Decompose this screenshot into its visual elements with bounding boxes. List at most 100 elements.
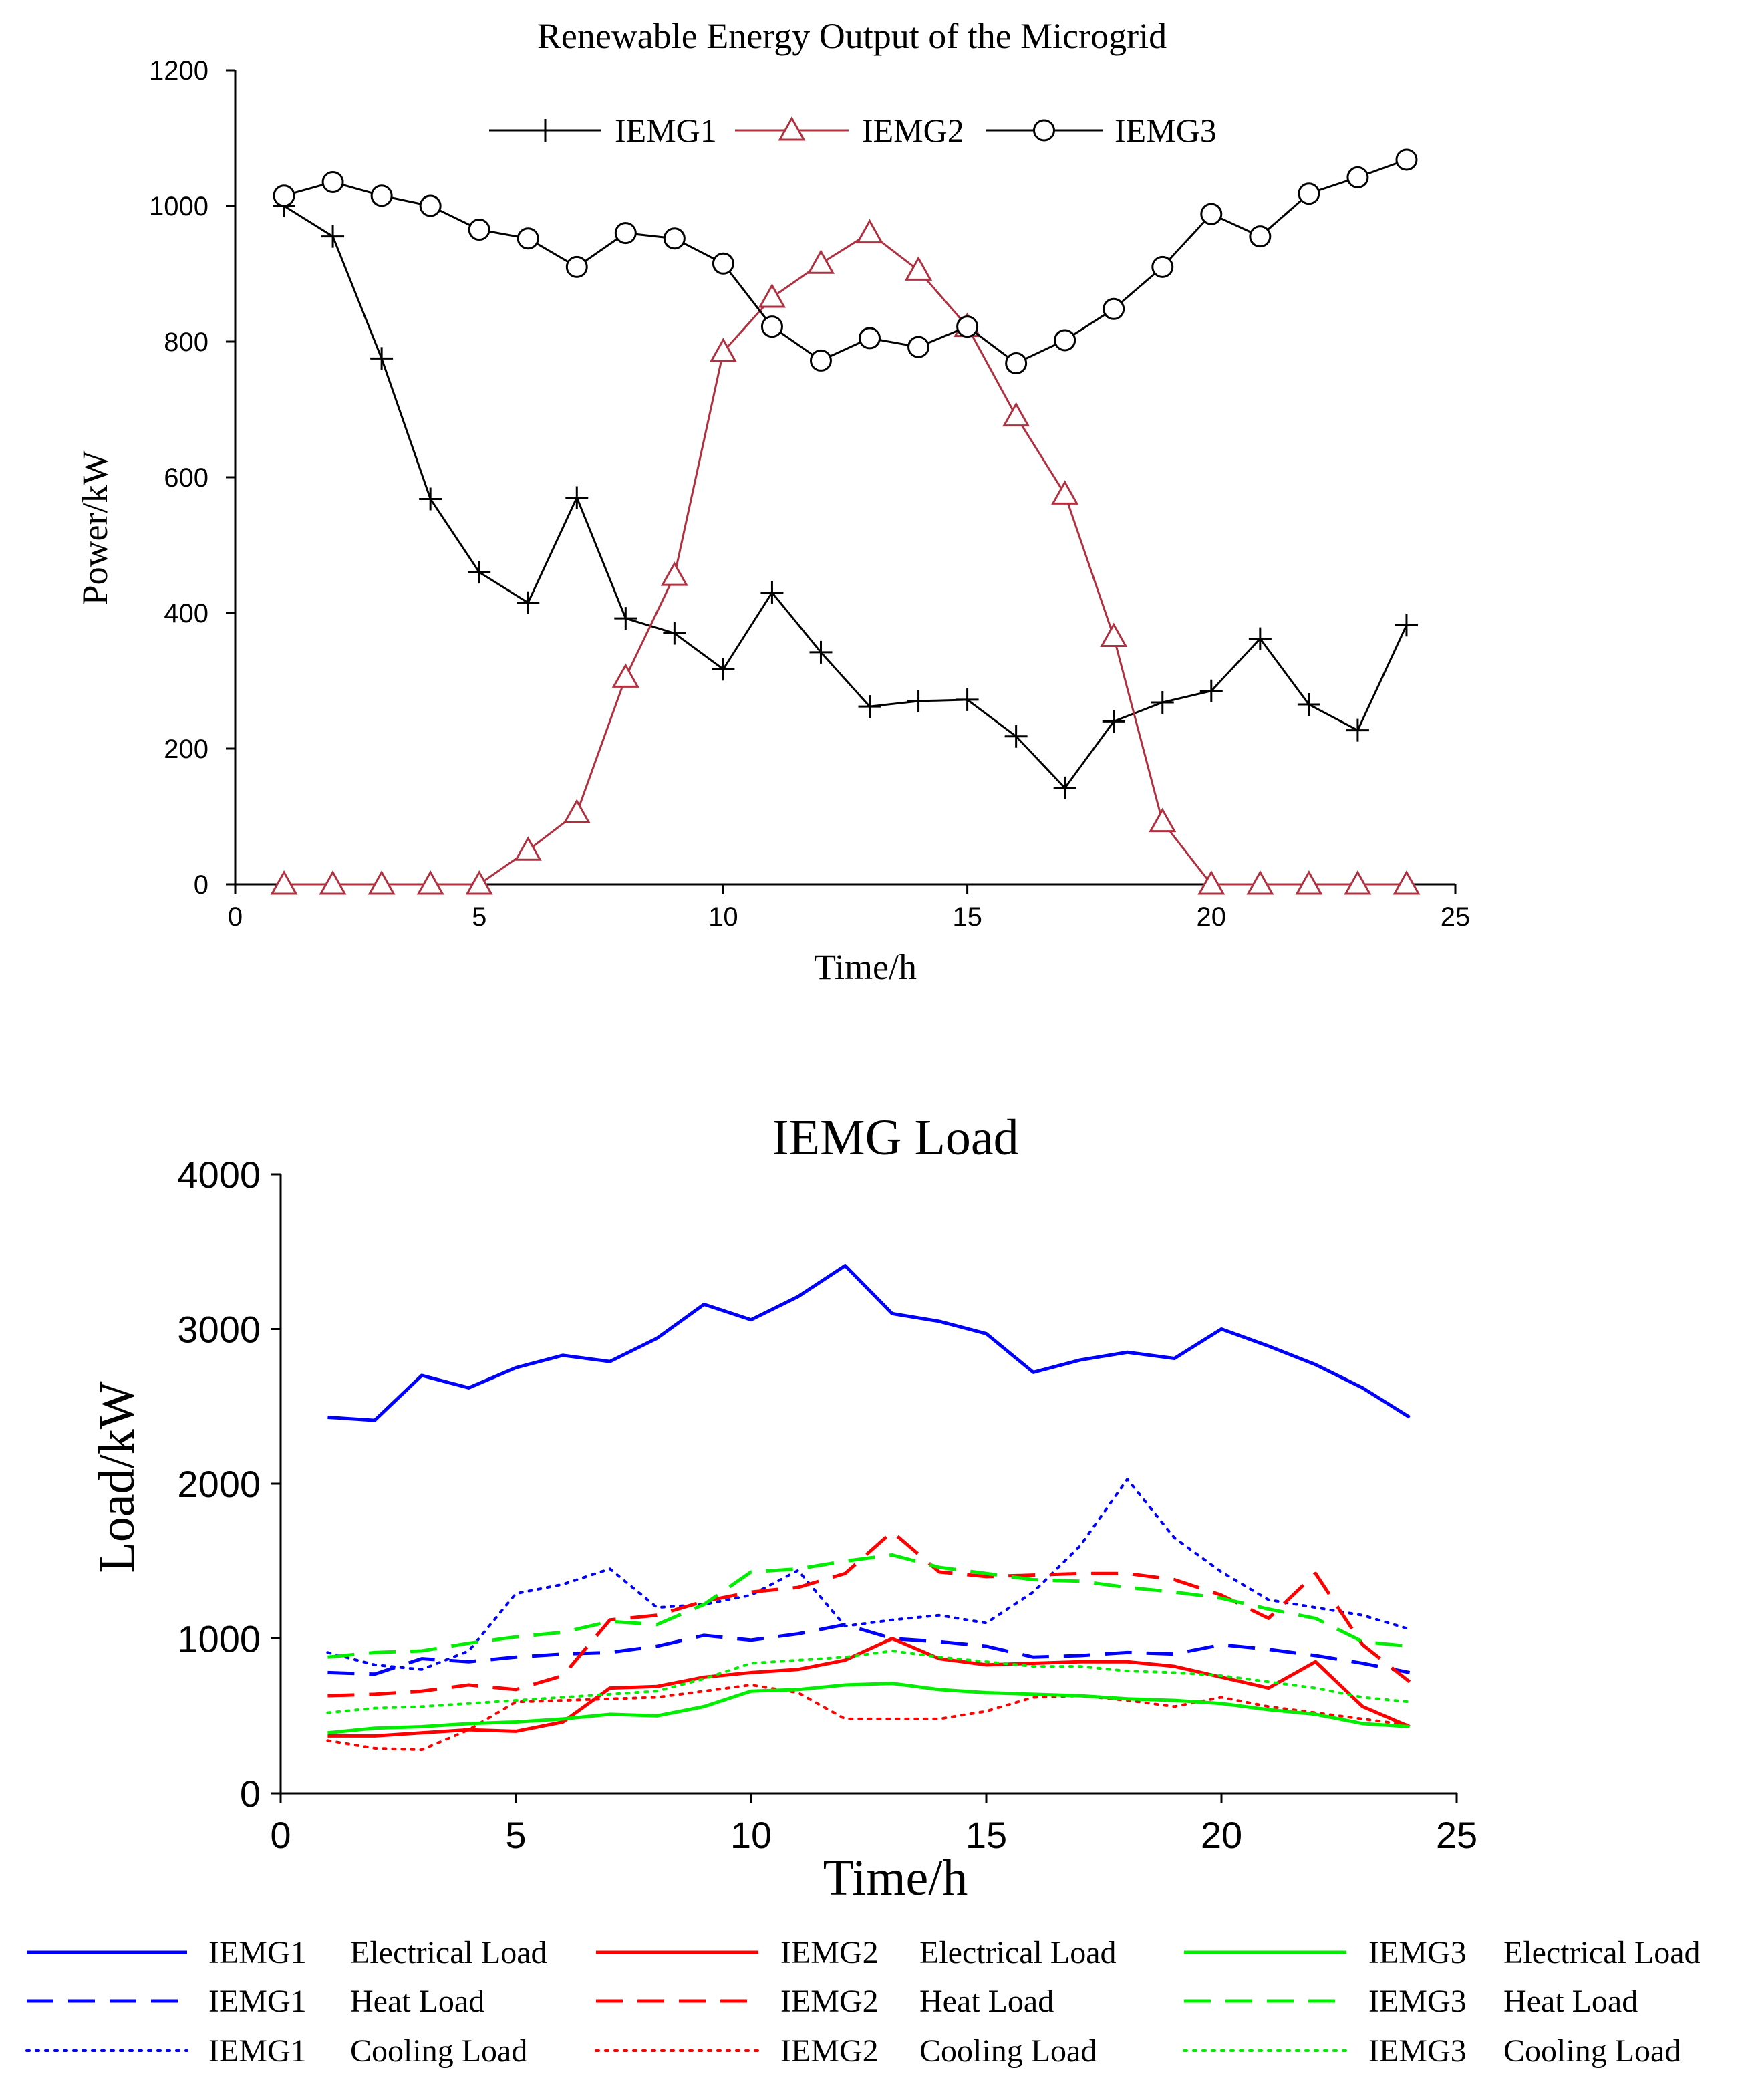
chart2-y-tick-label: 4000 [177, 1154, 261, 1196]
chart2-x-axis-label: Time/h [823, 1850, 968, 1906]
chart2-legend-load-label: Heat Load [350, 1984, 484, 2019]
chart2-series-line-iemg3-heat-load [327, 1553, 1410, 1659]
chart2-legend-group-label: IEMG3 [1368, 1935, 1467, 1970]
chart1-y-axis-label: Power/kW [75, 450, 115, 605]
chart2-series-line-iemg2-cooling-load [326, 1683, 1411, 1752]
chart1-point-iemg2 [1246, 870, 1274, 895]
chart1-point-iemg3 [1298, 182, 1320, 205]
chart2-legend-item-iemg2-electrical-load: IEMG2 Electrical Load [596, 1935, 1117, 1970]
chart1-point-iemg1 [565, 486, 589, 509]
chart1-point-iemg2 [368, 870, 396, 895]
chart1-y-tick-label: 600 [164, 463, 208, 493]
chart1-point-iemg2 [270, 870, 298, 895]
chart1-point-iemg1 [614, 607, 637, 630]
chart1-point-iemg1 [1346, 718, 1369, 742]
chart1-point-iemg2 [1100, 622, 1128, 648]
chart1-point-iemg1 [1395, 614, 1418, 637]
chart1-point-iemg1 [1199, 679, 1223, 702]
chart2-y-tick-label: 0 [240, 1773, 261, 1815]
chart1-point-iemg3 [1200, 203, 1223, 225]
chart1-point-iemg3 [1005, 352, 1028, 374]
chart1-y-tick-label: 400 [164, 599, 208, 628]
chart2-legend-load-label: Cooling Load [919, 2033, 1097, 2069]
chart1-point-iemg3 [1151, 255, 1174, 278]
chart1-point-iemg2 [465, 870, 493, 895]
chart1-point-iemg3 [1103, 297, 1125, 320]
chart1-series-line-iemg3 [283, 158, 1407, 365]
chart1-series-iemg1 [273, 194, 1418, 799]
chart1-point-iemg1 [1297, 693, 1320, 716]
chart1-point-iemg2 [1393, 870, 1421, 895]
chart2-legend-item-iemg1-heat-load: IEMG1 Heat Load [27, 1984, 484, 2019]
chart1-point-iemg1 [1004, 725, 1028, 748]
chart1-x-axis-label: Time/h [814, 947, 917, 987]
chart2-legend-load-label: Heat Load [919, 1984, 1054, 2019]
renewable-output-chart: Renewable Energy Output of the Microgrid… [75, 16, 1470, 987]
chart1-point-iemg3 [1346, 166, 1369, 188]
chart2-y-tick-label: 3000 [177, 1309, 261, 1351]
chart1-legend-item-iemg2: IEMG2 [735, 112, 964, 149]
chart2-series-line-iemg3-electrical-load [327, 1682, 1410, 1735]
chart2-x-tick-label: 25 [1436, 1814, 1477, 1856]
chart2-x-tick-label: 15 [966, 1814, 1007, 1856]
chart1-series-line-iemg1 [283, 205, 1408, 790]
chart2-y-axis-label: Load/kW [89, 1381, 145, 1573]
chart2-legend-load-label: Cooling Load [1503, 2033, 1681, 2069]
chart1-series-iemg3 [273, 148, 1418, 374]
chart1-legend: IEMG1 IEMG2 IEMG3 [489, 112, 1217, 149]
chart2-legend-group-label: IEMG1 [208, 1984, 307, 2019]
chart2-legend-group-label: IEMG2 [780, 1935, 879, 1970]
chart1-point-iemg2 [758, 283, 786, 308]
chart1-point-iemg3 [517, 227, 539, 250]
chart1-legend-label: IEMG2 [862, 112, 964, 149]
chart2-x-tick-label: 5 [505, 1814, 526, 1856]
chart1-x-tick-label: 5 [472, 902, 486, 932]
chart2-x-tick-label: 10 [730, 1814, 772, 1856]
chart2-legend-load-label: Electrical Load [350, 1935, 547, 1970]
chart1-point-iemg1 [907, 689, 930, 712]
chart2-legend-item-iemg2-heat-load: IEMG2 Heat Load [596, 1984, 1054, 2019]
chart1-point-iemg3 [1249, 225, 1272, 248]
chart2-legend-load-label: Heat Load [1503, 1984, 1638, 2019]
chart2-legend: IEMG1 Electrical Load IEMG1 Heat Load IEMG1 C… [25, 1935, 1701, 2069]
chart1-point-iemg2 [855, 219, 884, 244]
chart1-legend-marker [534, 119, 557, 142]
chart2-legend-item-iemg1-cooling-load: IEMG1 Cooling Load [25, 2033, 527, 2069]
chart1-point-iemg1 [1102, 710, 1125, 733]
chart2-series-line-iemg2-electrical-load [327, 1637, 1411, 1738]
chart2-series-line-iemg2-heat-load [327, 1530, 1411, 1698]
chart1-point-iemg3 [419, 194, 442, 217]
chart1-point-iemg3 [809, 349, 832, 372]
chart1-legend-marker [1033, 119, 1055, 142]
chart1-legend-marker [778, 116, 806, 141]
chart1-point-iemg3 [565, 255, 588, 278]
chart1-point-iemg2 [1295, 870, 1323, 895]
chart1-point-iemg1 [760, 581, 784, 604]
chart1-point-iemg1 [956, 688, 979, 711]
chart2-legend-item-iemg2-cooling-load: IEMG2 Cooling Load [595, 2033, 1097, 2069]
chart1-point-iemg1 [419, 487, 442, 511]
chart1-x-tick-label: 15 [952, 902, 982, 932]
chart1-point-iemg3 [907, 336, 930, 358]
chart2-series-line-iemg1-heat-load [327, 1623, 1411, 1676]
chart1-point-iemg2 [319, 870, 347, 895]
chart1-point-iemg2 [1197, 870, 1225, 895]
chart1-point-iemg2 [416, 870, 444, 895]
chart2-x-tick-label: 20 [1201, 1814, 1242, 1856]
chart1-x-tick-label: 20 [1197, 902, 1227, 932]
chart2-legend-group-label: IEMG3 [1368, 2033, 1467, 2069]
chart2-legend-item-iemg3-heat-load: IEMG3 Heat Load [1184, 1984, 1638, 2019]
chart1-y-tick-label: 1000 [149, 192, 208, 221]
chart2-legend-group-label: IEMG3 [1368, 1984, 1467, 2019]
chart1-point-iemg1 [858, 695, 881, 718]
chart2-series-line-iemg1-cooling-load [326, 1478, 1411, 1671]
chart1-legend-label: IEMG1 [615, 112, 717, 149]
chart1-point-iemg2 [709, 338, 737, 362]
chart1-point-iemg3 [370, 184, 393, 207]
chart1-point-iemg1 [1053, 776, 1076, 799]
chart1-point-iemg3 [712, 252, 734, 275]
chart1-point-iemg3 [273, 184, 295, 207]
iemg-load-chart: IEMG Load 0 5 10 15 20 25 0 1000 2000 3000 4000 T… [25, 1109, 1701, 2069]
chart1-x-tick-label: 0 [228, 902, 243, 932]
